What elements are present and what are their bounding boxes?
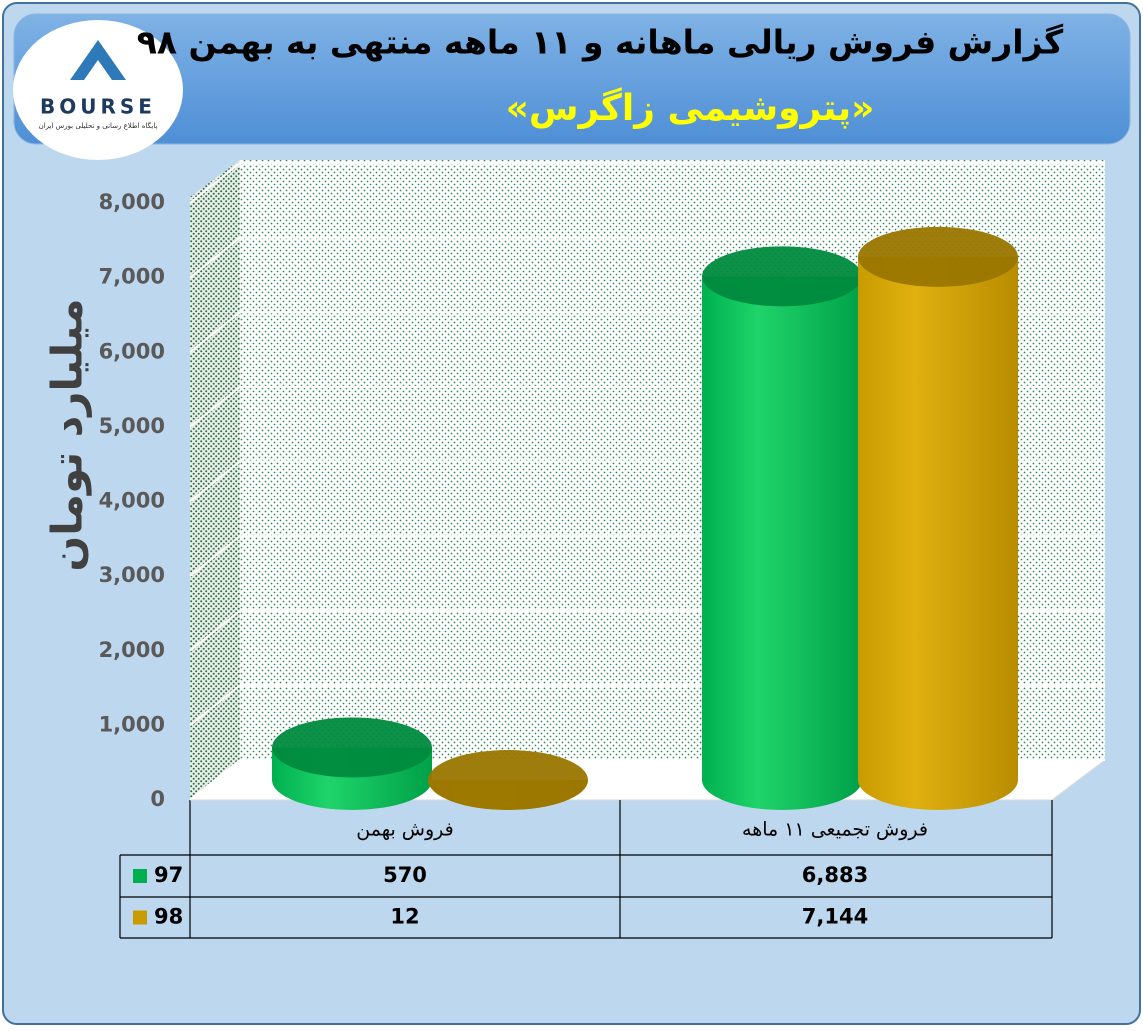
- side-wall: [190, 160, 240, 800]
- y-tick-label: 8,000: [99, 190, 165, 214]
- y-tick-label: 1,000: [99, 712, 165, 736]
- table-value: 6,883: [802, 863, 868, 887]
- cylinder-bar: [858, 226, 1018, 810]
- y-tick-label: 6,000: [99, 339, 165, 363]
- table-value: 570: [383, 863, 427, 887]
- cylinder-bar: [702, 246, 862, 810]
- chart-subtitle: «پتروشیمی زاگرس»: [506, 87, 875, 129]
- grid-line-side: [189, 759, 241, 801]
- cylinder-body: [702, 276, 862, 810]
- logo-brand: BOURSE: [40, 95, 156, 119]
- legend-label: 98: [154, 905, 183, 929]
- grid-line-side: [189, 460, 241, 503]
- logo-icon: [70, 40, 126, 80]
- x-tick-label: فروش بهمن: [356, 819, 453, 841]
- legend-swatch: [133, 869, 147, 883]
- cylinder-top: [858, 226, 1018, 287]
- x-tick-label: فروش تجمیعی ۱۱ ماهه: [742, 819, 928, 841]
- y-tick-label: 7,000: [99, 265, 165, 289]
- legend-label: 97: [154, 863, 183, 887]
- y-tick-label: 0: [150, 787, 165, 811]
- cylinder-bar: [428, 750, 588, 810]
- y-tick-label: 4,000: [99, 489, 165, 513]
- cylinder-bar: [272, 717, 432, 810]
- cylinder-top: [428, 750, 588, 810]
- grid-line-side: [189, 684, 241, 727]
- legend-swatch: [133, 910, 147, 925]
- grid-line-side: [189, 386, 241, 428]
- logo-tagline: پایگاه اطلاع رسانی و تحلیلی بورس ایران: [39, 121, 158, 130]
- y-tick-label: 2,000: [99, 638, 165, 662]
- grid-line-side: [189, 162, 241, 204]
- cylinder-top: [702, 246, 862, 307]
- header-banner: [13, 13, 1131, 145]
- cylinder-body: [858, 256, 1018, 810]
- grid-line-side: [189, 609, 241, 652]
- table-value: 12: [390, 905, 419, 929]
- y-tick-label: 5,000: [99, 414, 165, 438]
- cylinder-top: [272, 717, 432, 778]
- grid-line-side: [189, 311, 241, 354]
- grid-line-side: [189, 236, 241, 279]
- logo-badge: [13, 20, 183, 160]
- y-axis-label: میلیارد تومان: [43, 298, 93, 571]
- grid-line-side: [189, 535, 241, 577]
- y-tick-label: 3,000: [99, 563, 165, 587]
- chart-title: گزارش فروش ریالی ماهانه و ۱۱ ماهه منتهی …: [137, 23, 1064, 63]
- data-table: [119, 800, 1053, 939]
- table-value: 7,144: [802, 905, 868, 929]
